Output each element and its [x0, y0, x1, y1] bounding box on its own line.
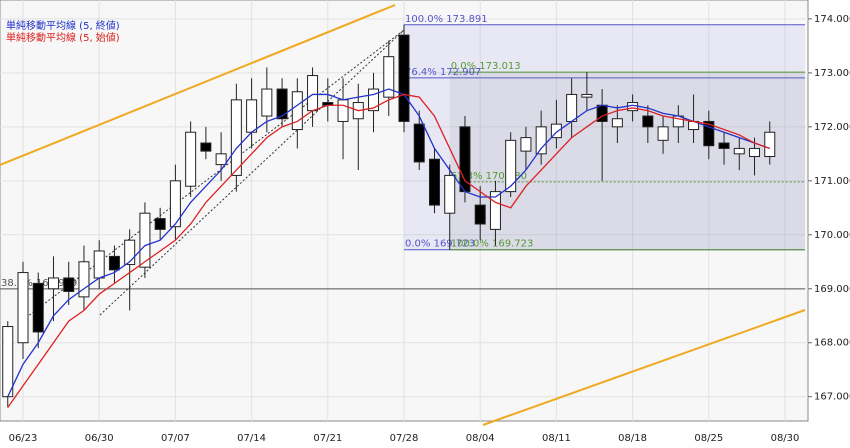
candle-body [764, 131, 776, 158]
x-tick-label: 07/21 [313, 433, 342, 444]
candle-body [230, 99, 242, 176]
candle-body [627, 102, 639, 112]
candle-body [611, 118, 623, 128]
candle-body [520, 137, 532, 152]
y-tick-label: 172.000 [814, 122, 850, 133]
x-tick-label: 08/18 [618, 433, 647, 444]
candle-body [276, 88, 288, 120]
candle-body [550, 123, 562, 139]
candle-body [93, 250, 105, 279]
candle-body [535, 126, 547, 155]
candle-body [413, 123, 425, 163]
x-tick-label: 06/23 [9, 433, 38, 444]
candle-body [124, 239, 136, 265]
candle-body [566, 93, 578, 122]
foreground-layer: 167.000 168.000 169.000 170.000 171.000 172.0… [1, 14, 850, 444]
fib-label: 0.0% 169.723 [405, 239, 475, 250]
x-tick-label: 07/28 [390, 433, 419, 444]
candle-body [200, 142, 212, 152]
candle-body [169, 180, 181, 228]
candle-body [261, 88, 273, 117]
legend-entry: 単純移動平均線 (5, 終値) [6, 19, 120, 32]
fib-label: 0.0% 173.013 [451, 61, 521, 72]
candle-body [703, 120, 715, 147]
candle-body [718, 142, 730, 149]
candle-body [459, 126, 471, 193]
x-tick-label: 08/25 [694, 433, 723, 444]
candle-body [17, 272, 29, 344]
candle-body [657, 126, 669, 141]
y-tick-label: 167.000 [814, 392, 850, 403]
candle-body [489, 191, 501, 230]
trend-line [482, 309, 806, 426]
fib-label: 100.0% 169.723 [451, 239, 534, 250]
trend-line [0, 4, 396, 166]
candle-body [185, 131, 197, 187]
fib-label: 61.8% 170.980 [451, 171, 527, 182]
candle-body [368, 88, 380, 112]
ma-line [7, 93, 770, 408]
y-tick-label: 169.000 [814, 284, 850, 295]
fib-label: 100.0% 173.891 [405, 14, 488, 25]
helper-line [99, 29, 405, 316]
candle-body [215, 153, 227, 166]
x-tick-label: 07/07 [161, 433, 190, 444]
candle-body [63, 277, 75, 292]
background-layer [0, 0, 808, 421]
candle-body [307, 75, 319, 112]
candle-body [2, 326, 14, 398]
candle-body [474, 204, 486, 225]
y-tick-label: 173.000 [814, 68, 850, 79]
x-tick-label: 06/30 [85, 433, 114, 444]
candle-body [505, 139, 517, 193]
y-tick-label: 170.000 [814, 230, 850, 241]
candle-body [398, 34, 410, 122]
fib-label: 76.4% 172.907 [405, 67, 481, 78]
ma-line [7, 88, 770, 397]
x-tick-label: 08/30 [771, 433, 800, 444]
candle-body [78, 261, 90, 298]
y-tick-label: 168.000 [814, 338, 850, 349]
candle-body [733, 147, 745, 155]
y-tick-label: 174.000 [814, 14, 850, 25]
candle-body [444, 174, 456, 214]
candle-body [383, 56, 395, 98]
candle-body [47, 277, 59, 290]
legend-entry: 単純移動平均線 (5, 始値) [6, 31, 120, 44]
x-tick-label: 08/11 [542, 433, 571, 444]
candle-body [581, 93, 593, 98]
candle-body [642, 115, 654, 128]
candle-body [337, 99, 349, 122]
candle-body [32, 282, 44, 333]
x-tick-label: 08/04 [466, 433, 495, 444]
candle-body [108, 255, 120, 271]
candle-body [428, 158, 440, 206]
fib-zone [449, 72, 805, 250]
candle-body [291, 91, 303, 131]
candle-body [749, 147, 761, 158]
x-tick-label: 07/14 [237, 433, 266, 444]
candle-body [154, 218, 166, 230]
y-tick-label: 171.000 [814, 176, 850, 187]
candle-body [139, 212, 151, 268]
candle-body [246, 99, 258, 133]
